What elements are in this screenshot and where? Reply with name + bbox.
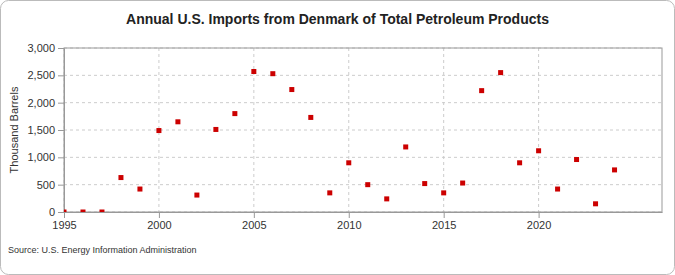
title: Annual U.S. Imports from Denmark of Tota… (126, 11, 549, 27)
point (403, 144, 408, 149)
tick-mark (64, 212, 65, 218)
point (80, 210, 85, 213)
point (365, 182, 370, 187)
grid-line (64, 102, 662, 103)
tick-mark (254, 212, 255, 218)
point (441, 190, 446, 195)
point (232, 111, 237, 116)
tick-label: 2015 (432, 219, 456, 231)
axis-line (64, 49, 65, 213)
y-tick: 500 (37, 179, 64, 191)
point (536, 148, 541, 153)
point (498, 70, 503, 75)
tick-label: 2010 (337, 219, 361, 231)
tick-label: 2020 (527, 219, 551, 231)
y-tick: 2,000 (27, 97, 64, 109)
x-tick: 2015 (432, 212, 456, 231)
frame (1, 1, 675, 275)
point (251, 69, 256, 74)
point (99, 210, 104, 213)
grid-line (64, 157, 662, 158)
tick-mark (539, 212, 540, 218)
tick-mark (58, 130, 64, 131)
point (270, 71, 275, 76)
point (308, 115, 313, 120)
tick-label: 500 (37, 179, 55, 191)
tick-mark (58, 48, 64, 49)
point (612, 167, 617, 172)
x-tick: 2010 (337, 212, 361, 231)
tick-label: 3,000 (27, 42, 55, 54)
tick-label: 2,000 (27, 97, 55, 109)
plot-frame (64, 48, 662, 212)
y-tick: 2,500 (27, 69, 64, 81)
point (213, 127, 218, 132)
tick-label: 0 (49, 206, 55, 218)
point (517, 160, 522, 165)
tick-label: 1,500 (27, 124, 55, 136)
point (118, 175, 123, 180)
x-tick: 2000 (147, 212, 171, 231)
y-tick: 1,000 (27, 151, 64, 163)
grid-line (64, 75, 662, 76)
grid-line (64, 184, 662, 185)
tick-mark (58, 157, 64, 158)
points (64, 69, 617, 212)
x-tick: 2005 (242, 212, 266, 231)
point (64, 210, 67, 213)
point (460, 181, 465, 186)
tick-label: 2,500 (27, 69, 55, 81)
point (422, 181, 427, 186)
grid-line (443, 48, 444, 212)
y-tick: 0 (49, 206, 64, 218)
y-axis: 0 500 1,000 1,500 2,000 2,500 3,000 (27, 42, 64, 218)
y-tick: 1,500 (27, 124, 64, 136)
tick-label: 2000 (147, 219, 171, 231)
source-note: Source: U.S. Energy Information Administ… (8, 245, 197, 255)
tick-mark (58, 185, 64, 186)
point (346, 160, 351, 165)
x-axis: 1995 2000 2005 2010 2015 2020 (52, 212, 662, 231)
grid (64, 48, 662, 212)
tick-label: 1995 (52, 219, 76, 231)
y-tick: 3,000 (27, 42, 64, 54)
y-axis-title: Thousand Barrels (8, 86, 20, 173)
axis-line (65, 212, 663, 213)
point (175, 119, 180, 124)
tick-label: 1,000 (27, 151, 55, 163)
point (156, 128, 161, 133)
point (384, 196, 389, 201)
grid-line (348, 48, 349, 212)
point (137, 187, 142, 192)
x-tick: 1995 (52, 212, 76, 231)
point (289, 87, 294, 92)
tick-mark (159, 212, 160, 218)
point (555, 187, 560, 192)
point (327, 190, 332, 195)
tick-mark (444, 212, 445, 218)
point (194, 193, 199, 198)
x-tick: 2020 (527, 212, 551, 231)
grid-line (538, 48, 539, 212)
tick-mark (349, 212, 350, 218)
point (593, 201, 598, 206)
grid-line (64, 130, 662, 131)
tick-mark (58, 103, 64, 104)
point (574, 157, 579, 162)
tick-mark (58, 212, 64, 213)
tick-label: 2005 (242, 219, 266, 231)
point (479, 88, 484, 93)
tick-mark (58, 75, 64, 76)
chart: 1995 2000 2005 2010 2015 2020 0 500 1,000 1,500 2,… (0, 0, 675, 275)
